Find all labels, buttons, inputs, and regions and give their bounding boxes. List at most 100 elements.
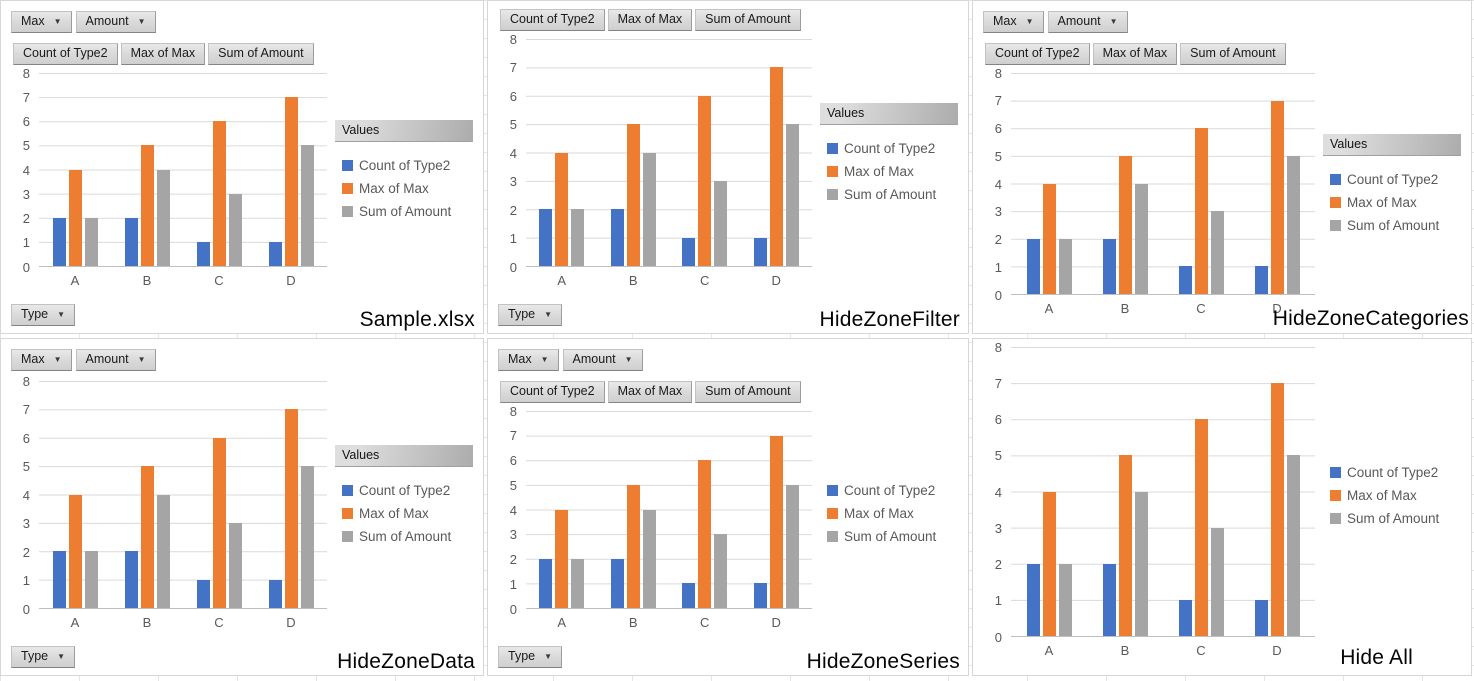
filter-field-button-max[interactable]: Max ▼ <box>11 11 72 33</box>
filter-field-button-amount[interactable]: Amount ▼ <box>75 349 156 371</box>
bar-sum-of-amount-c[interactable] <box>1210 211 1224 294</box>
data-field-button-count-of-type2[interactable]: Count of Type2 <box>500 381 605 403</box>
bar-sum-of-amount-d[interactable] <box>1286 155 1300 294</box>
data-field-button-sum-of-amount[interactable]: Sum of Amount <box>695 9 801 31</box>
filter-field-button-amount[interactable]: Amount ▼ <box>562 349 643 371</box>
legend-values-field-button[interactable]: Values <box>1323 133 1461 156</box>
bar-max-of-max-c[interactable] <box>698 460 712 608</box>
data-field-button-sum-of-amount[interactable]: Sum of Amount <box>1180 43 1286 65</box>
bar-count-of-type2-b[interactable] <box>1102 563 1116 636</box>
bar-count-of-type2-a[interactable] <box>539 209 553 266</box>
bar-sum-of-amount-b[interactable] <box>156 494 170 608</box>
bar-count-of-type2-d[interactable] <box>753 237 767 266</box>
data-field-button-count-of-type2[interactable]: Count of Type2 <box>985 43 1090 65</box>
bar-count-of-type2-b[interactable] <box>610 558 624 608</box>
bar-count-of-type2-c[interactable] <box>196 241 210 266</box>
bar-sum-of-amount-a[interactable] <box>571 209 585 266</box>
bar-sum-of-amount-c[interactable] <box>228 193 242 266</box>
data-field-button-max-of-max[interactable]: Max of Max <box>120 43 206 65</box>
bar-sum-of-amount-c[interactable] <box>1210 527 1224 636</box>
data-field-button-count-of-type2[interactable]: Count of Type2 <box>13 43 118 65</box>
filter-field-button-amount[interactable]: Amount ▼ <box>75 11 156 33</box>
bar-max-of-max-a[interactable] <box>555 152 569 266</box>
bar-sum-of-amount-b[interactable] <box>642 152 656 266</box>
bar-sum-of-amount-a[interactable] <box>84 217 98 266</box>
bar-sum-of-amount-c[interactable] <box>714 180 728 266</box>
bar-sum-of-amount-b[interactable] <box>1134 491 1148 636</box>
bar-count-of-type2-c[interactable] <box>682 237 696 266</box>
bar-count-of-type2-a[interactable] <box>539 558 553 608</box>
bar-count-of-type2-c[interactable] <box>196 579 210 608</box>
axis-field-button-type[interactable]: Type ▼ <box>11 646 76 668</box>
filter-field-button-max[interactable]: Max ▼ <box>983 11 1044 33</box>
bar-sum-of-amount-a[interactable] <box>1058 563 1072 636</box>
filter-field-button-max[interactable]: Max ▼ <box>11 349 72 371</box>
bar-count-of-type2-b[interactable] <box>124 217 138 266</box>
bar-count-of-type2-a[interactable] <box>52 217 66 266</box>
bar-sum-of-amount-d[interactable] <box>1286 455 1300 636</box>
bar-max-of-max-d[interactable] <box>769 435 783 608</box>
bar-max-of-max-c[interactable] <box>212 121 226 266</box>
bar-count-of-type2-d[interactable] <box>753 583 767 608</box>
bar-max-of-max-a[interactable] <box>68 494 82 608</box>
bar-sum-of-amount-a[interactable] <box>571 558 585 608</box>
bar-max-of-max-d[interactable] <box>284 409 298 608</box>
bar-count-of-type2-c[interactable] <box>1178 266 1192 294</box>
data-field-button-max-of-max[interactable]: Max of Max <box>1092 43 1178 65</box>
bar-max-of-max-c[interactable] <box>212 437 226 608</box>
bar-count-of-type2-a[interactable] <box>1026 563 1040 636</box>
bar-count-of-type2-d[interactable] <box>268 241 282 266</box>
data-field-button-count-of-type2[interactable]: Count of Type2 <box>500 9 605 31</box>
axis-field-button-type[interactable]: Type ▼ <box>11 304 76 326</box>
bar-count-of-type2-d[interactable] <box>268 579 282 608</box>
data-field-button-sum-of-amount[interactable]: Sum of Amount <box>695 381 801 403</box>
legend-values-field-button[interactable]: Values <box>335 119 473 142</box>
bar-sum-of-amount-c[interactable] <box>714 534 728 608</box>
bar-max-of-max-c[interactable] <box>1194 419 1208 636</box>
filter-field-button-amount[interactable]: Amount ▼ <box>1047 11 1128 33</box>
legend-values-field-button[interactable]: Values <box>335 444 473 467</box>
bar-count-of-type2-c[interactable] <box>1178 599 1192 636</box>
bar-max-of-max-d[interactable] <box>1270 383 1284 636</box>
bar-count-of-type2-b[interactable] <box>1102 238 1116 294</box>
bar-max-of-max-a[interactable] <box>555 509 569 608</box>
axis-field-button-type[interactable]: Type ▼ <box>498 646 563 668</box>
bar-sum-of-amount-a[interactable] <box>1058 238 1072 294</box>
bar-count-of-type2-d[interactable] <box>1254 266 1268 294</box>
bar-max-of-max-b[interactable] <box>140 145 154 266</box>
bar-sum-of-amount-b[interactable] <box>156 169 170 266</box>
filter-field-button-max[interactable]: Max ▼ <box>498 349 559 371</box>
bar-sum-of-amount-d[interactable] <box>785 484 799 608</box>
bar-count-of-type2-c[interactable] <box>682 583 696 608</box>
bar-max-of-max-d[interactable] <box>1270 100 1284 294</box>
bar-max-of-max-d[interactable] <box>769 67 783 266</box>
bar-count-of-type2-d[interactable] <box>1254 599 1268 636</box>
legend-values-field-button[interactable]: Values <box>820 102 958 125</box>
bar-max-of-max-b[interactable] <box>626 484 640 608</box>
bar-sum-of-amount-a[interactable] <box>84 551 98 608</box>
bar-max-of-max-b[interactable] <box>1118 455 1132 636</box>
bar-max-of-max-a[interactable] <box>1042 491 1056 636</box>
bar-sum-of-amount-d[interactable] <box>785 124 799 266</box>
bar-sum-of-amount-d[interactable] <box>300 466 314 608</box>
bar-max-of-max-b[interactable] <box>626 124 640 266</box>
bar-max-of-max-c[interactable] <box>1194 128 1208 294</box>
bar-count-of-type2-b[interactable] <box>610 209 624 266</box>
axis-field-button-type[interactable]: Type ▼ <box>498 304 563 326</box>
bar-sum-of-amount-d[interactable] <box>300 145 314 266</box>
bar-max-of-max-b[interactable] <box>140 466 154 608</box>
data-field-button-sum-of-amount[interactable]: Sum of Amount <box>208 43 314 65</box>
bar-count-of-type2-a[interactable] <box>1026 238 1040 294</box>
data-field-button-max-of-max[interactable]: Max of Max <box>607 9 693 31</box>
bar-max-of-max-a[interactable] <box>1042 183 1056 294</box>
bar-count-of-type2-b[interactable] <box>124 551 138 608</box>
bar-max-of-max-a[interactable] <box>68 169 82 266</box>
bar-sum-of-amount-b[interactable] <box>1134 183 1148 294</box>
bar-max-of-max-c[interactable] <box>698 95 712 266</box>
bar-sum-of-amount-b[interactable] <box>642 509 656 608</box>
bar-max-of-max-d[interactable] <box>284 97 298 266</box>
bar-max-of-max-b[interactable] <box>1118 155 1132 294</box>
data-field-button-max-of-max[interactable]: Max of Max <box>607 381 693 403</box>
bar-sum-of-amount-c[interactable] <box>228 522 242 608</box>
bar-count-of-type2-a[interactable] <box>52 551 66 608</box>
